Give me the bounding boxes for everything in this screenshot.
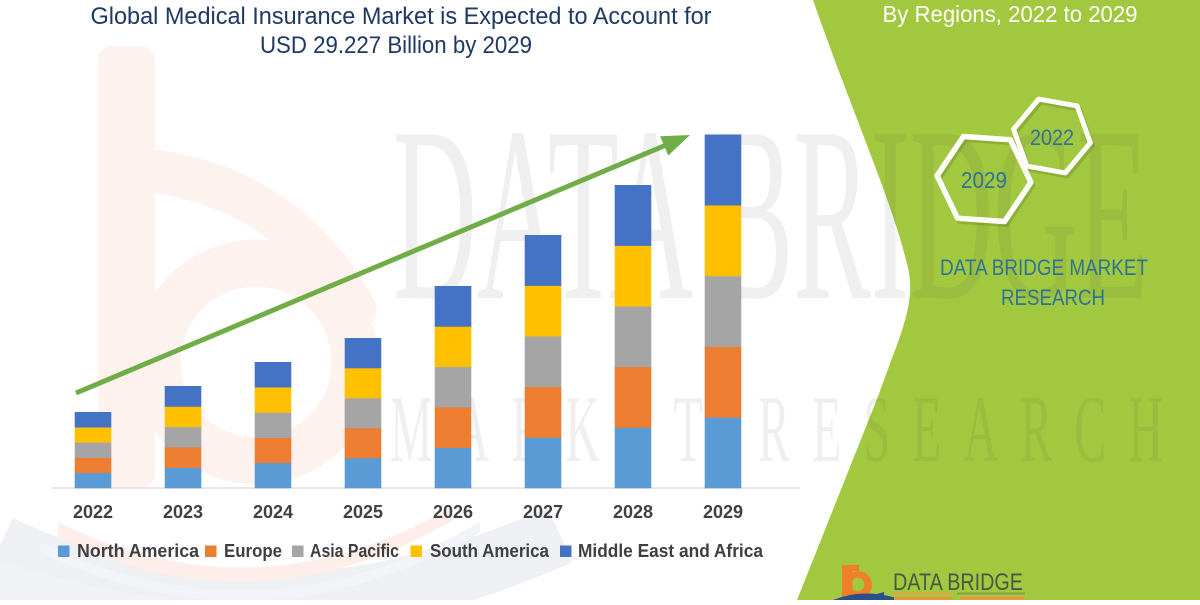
svg-text:Europe: Europe — [224, 541, 282, 561]
svg-text:RESEARCH: RESEARCH — [1001, 285, 1105, 310]
svg-text:By Regions, 2022 to 2029: By Regions, 2022 to 2029 — [883, 1, 1138, 27]
svg-text:2022: 2022 — [1030, 125, 1074, 150]
svg-text:2023: 2023 — [163, 502, 203, 522]
svg-text:2024: 2024 — [253, 502, 293, 522]
svg-text:2026: 2026 — [433, 502, 473, 522]
svg-text:DATA BRIDGE: DATA BRIDGE — [893, 569, 1023, 596]
svg-text:2029: 2029 — [961, 167, 1007, 193]
svg-text:2027: 2027 — [523, 502, 563, 522]
svg-text:USD 29.227 Billion by 2029: USD 29.227 Billion by 2029 — [260, 32, 532, 59]
svg-text:2022: 2022 — [73, 502, 113, 522]
svg-text:Asia Pacific: Asia Pacific — [310, 541, 399, 561]
svg-text:2029: 2029 — [703, 502, 743, 522]
svg-text:2028: 2028 — [613, 502, 653, 522]
svg-text:Middle East and Africa: Middle East and Africa — [578, 541, 764, 561]
svg-text:Global Medical Insurance Marke: Global Medical Insurance Market is Expec… — [91, 3, 712, 30]
svg-text:DATA BRIDGE MARKET: DATA BRIDGE MARKET — [940, 255, 1148, 280]
svg-text:MARKET RESEARCH: MARKET RESEARCH — [390, 376, 1185, 482]
svg-text:2025: 2025 — [343, 502, 383, 522]
svg-text:South America: South America — [430, 541, 550, 561]
svg-text:North America: North America — [77, 541, 200, 561]
